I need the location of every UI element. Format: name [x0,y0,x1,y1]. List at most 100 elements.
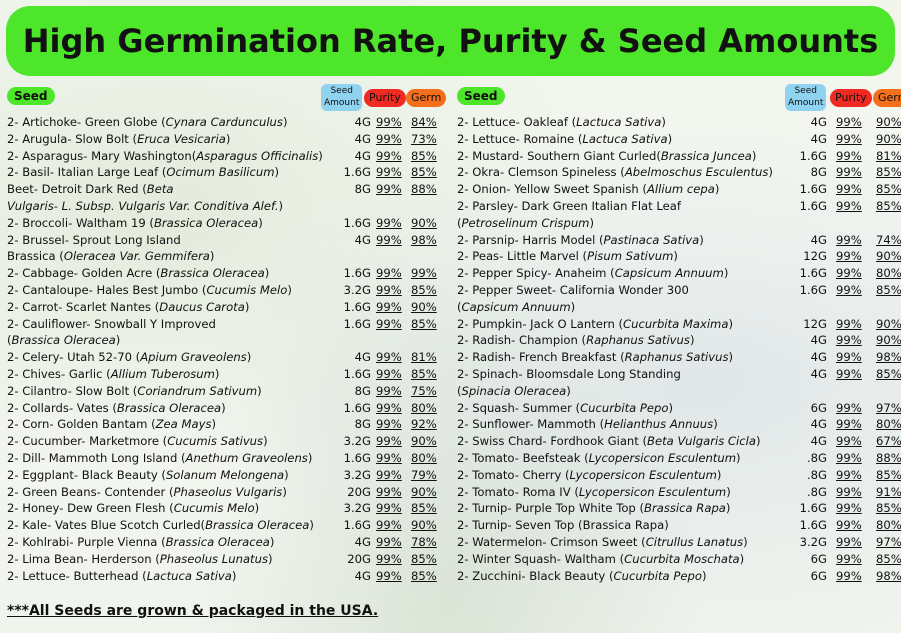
seed-name-text: 2- Turnip- Seven Top (Brassica Rapa) [457,518,669,533]
seed-name: 2- Green Beans- Contender (Phaseolus Vul… [7,484,287,501]
table-row: 2- Swiss Chard- Fordhook Giant (Beta Vul… [457,433,901,450]
scientific-name: Solanum Melongena [165,467,285,482]
seed-name-tail: ) [739,551,745,566]
seed-name: 2- Basil- Italian Large Leaf (Ocimum Bas… [7,164,279,181]
seed-amount: 1.6G [343,400,371,415]
scientific-name: Cucurbita Maxima [623,316,729,331]
seed-name-continued: (Brassica Oleracea) [7,332,120,349]
seed-name-text: 2- Basil- Italian Large Leaf ( [7,165,167,180]
table-row: (Capsicum Annuum) [457,299,901,316]
seed-name: 2- Dill- Mammoth Long Island (Anethum Gr… [7,450,312,467]
seed-name-text: 2- Lettuce- Romaine ( [457,131,583,146]
seed-name-tail: ) [309,518,314,533]
seed-name-text: 2- Spinach- Bloomsdale Long Standing [457,366,681,381]
scientific-name: Petroselinum Crispum [461,215,590,230]
purity-value: 99% [376,417,402,432]
seed-amount: 6G [810,400,827,415]
seed-name-text: 2- Green Beans- Contender ( [7,484,174,499]
seed-name-text: 2- Cabbage- Golden Acre ( [7,266,161,281]
seed-name: 2- Pepper Spicy- Anaheim (Capsicum Annuu… [457,265,728,282]
seed-name-tail: ) [723,266,729,281]
purity-value: 99% [376,467,402,482]
table-row: 2- Parsley- Dark Green Italian Flat Leaf… [457,198,901,215]
seed-name-tail: ) [768,165,773,180]
table-row: 2- Lettuce- Romaine (Lactuca Sativa) 4G 99… [457,131,901,148]
table-row: 2- Honey- Dew Green Flesh (Cucumis Melo)… [7,500,437,517]
seed-name-text: 2- Cucumber- Marketmore ( [7,434,168,449]
table-row: 2- Tomato- Roma IV (Lycopersicon Esculen… [457,484,901,501]
seed-amount: 6G [810,568,827,583]
seed-name: 2- Mustard- Southern Giant Curled(Brassi… [457,148,756,165]
germ-value: 81% [411,350,437,365]
table-row: 2- Pepper Spicy- Anaheim (Capsicum Annuu… [457,265,901,282]
scientific-name: Brassica Oleracea [205,518,310,533]
table-row: 2- Celery- Utah 52-70 (Apium Graveolens)… [7,349,437,366]
purity-value: 99% [376,400,402,415]
germ-value: 98% [876,350,901,365]
purity-value: 99% [836,182,862,197]
seed-name: 2- Celery- Utah 52-70 (Apium Graveolens) [7,349,251,366]
germ-value: 85% [876,198,901,213]
seed-name-text: 2- Lima Bean- Herderson ( [7,551,160,566]
seed-amount: 1.6G [343,518,371,533]
amount-header: Seed Amount [321,84,363,111]
table-row: 2- Cucumber- Marketmore (Cucumis Sativus… [7,433,437,450]
seed-name-tail: ) [307,450,313,465]
seed-name-tail: ) [728,350,734,365]
seed-name-text: 2- Asparagus- Mary Washington( [7,148,197,163]
purity-value: 99% [376,434,402,449]
seed-name: 2- Arugula- Slow Bolt (Eruca Vesicaria) [7,131,230,148]
purity-value: 99% [376,165,402,180]
purity-value: 99% [376,383,402,398]
scientific-name: Ocimum Basilicum [166,165,275,180]
scientific-name: Spinacia Oleracea [461,383,567,398]
seed-name-text: 2- Kohlrabi- Purple Vienna ( [7,534,166,549]
scientific-name: Allium cepa [646,182,715,197]
seed-name-text: 2- Radish- French Breakfast ( [457,350,625,365]
table-row: 2- Lima Bean- Herderson (Phaseolus Lunat… [7,551,437,568]
seed-amount: 1.6G [343,299,371,314]
seed-name-text: 2- Parsnip- Harris Model ( [457,232,604,247]
seed-name: 2- Corn- Golden Bantam (Zea Mays) [7,416,216,433]
right-header: Seed Seed Amount Purity Germ [457,84,901,114]
seed-name-text: 2- Okra- Clemson Spineless ( [457,165,625,180]
seed-name: 2- Turnip- Seven Top (Brassica Rapa) [457,517,669,534]
scientific-name: Raphanus Sativus [624,350,729,365]
purity-value: 99% [836,198,862,213]
seed-name: 2- Cantaloupe- Hales Best Jumbo (Cucumis… [7,282,292,299]
seed-name-tail: ) [282,484,287,499]
purity-value: 99% [376,115,402,129]
scientific-name: Zea Mays [155,417,212,432]
germ-value: 90% [876,333,901,348]
purity-value: 99% [376,148,402,163]
table-row: 2- Kohlrabi- Purple Vienna (Brassica Ole… [7,534,437,551]
table-row: 2- Brussel- Sprout Long Island 4G 99% 98% [7,232,437,249]
table-row: 2- Kale- Vates Blue Scotch Curled(Brassi… [7,517,437,534]
scientific-name: Beta Vulgaris Cicla [647,434,756,449]
purity-value: 99% [836,148,862,163]
seed-name-text: Brassica ( [7,249,64,264]
seed-amount: 4G [810,333,827,348]
seed-name-tail: ) [263,434,268,449]
table-row: 2- Squash- Summer (Cucurbita Pepo) 6G 99% 9… [457,400,901,417]
germ-value: 78% [411,534,437,549]
purity-value: 99% [376,131,402,146]
seed-name: 2- Watermelon- Crimson Sweet (Citrullus … [457,534,748,551]
seed-name: 2- Okra- Clemson Spineless (Abelmoschus … [457,164,773,181]
seed-name-text: 2- Pumpkin- Jack O Lantern ( [457,316,624,331]
germ-value: 85% [876,551,901,566]
scientific-name: Beta [146,182,174,197]
seed-name-text: 2- Peas- Little Marvel ( [457,249,588,264]
table-row: 2- Cantaloupe- Hales Best Jumbo (Cucumis… [7,282,437,299]
seed-name-continued: (Capsicum Annuum) [457,299,575,316]
seed-name-tail: ) [254,501,260,516]
seed-name-text: 2- Kale- Vates Blue Scotch Curled( [7,518,206,533]
table-row: 2- Tomato- Beefsteak (Lycopersicon Escul… [457,450,901,467]
germ-value: 80% [876,518,901,533]
seed-name-text: 2- Onion- Yellow Sweet Spanish ( [457,182,647,197]
germ-value: 90% [411,215,437,230]
seed-name: 2- Swiss Chard- Fordhook Giant (Beta Vul… [457,433,760,450]
table-row: 2- Arugula- Slow Bolt (Eruca Vesicaria) 4… [7,131,437,148]
seed-name: 2- Zucchini- Black Beauty (Cucurbita Pep… [457,568,706,585]
seed-amount: 1.6G [799,198,827,213]
